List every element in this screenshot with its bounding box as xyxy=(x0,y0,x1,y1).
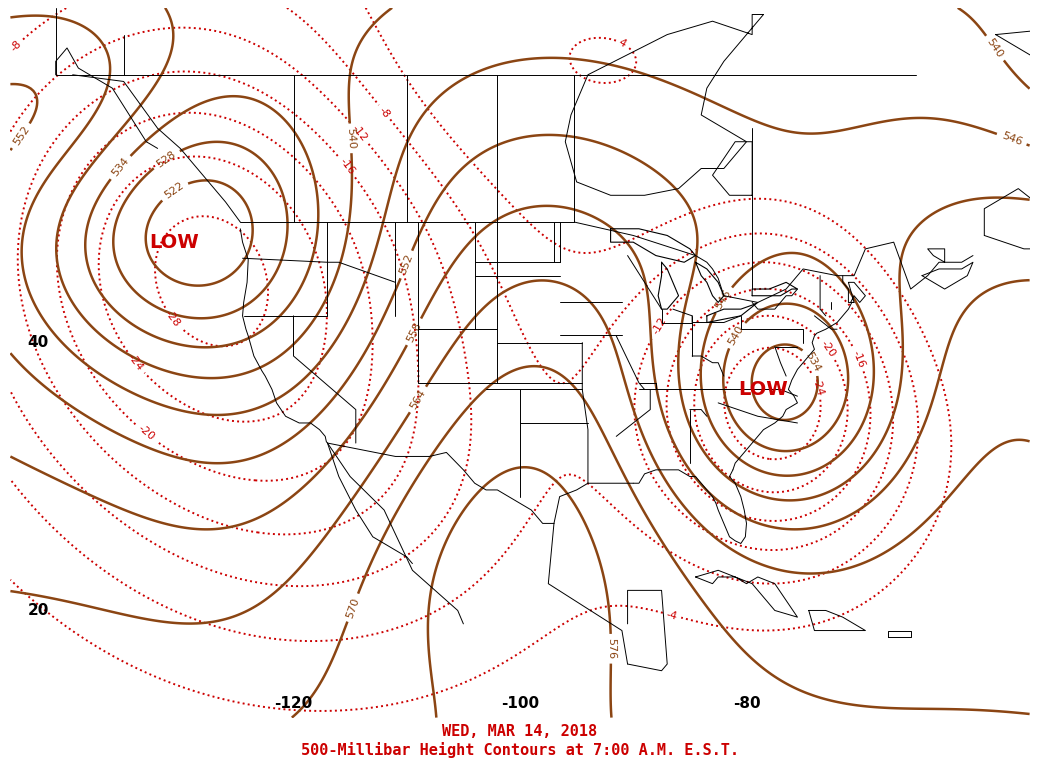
Text: WED, MAR 14, 2018: WED, MAR 14, 2018 xyxy=(442,725,598,739)
Text: -120: -120 xyxy=(275,696,313,711)
Text: -80: -80 xyxy=(732,696,760,711)
Text: 4: 4 xyxy=(617,37,628,49)
Text: -28: -28 xyxy=(163,308,182,329)
Text: LOW: LOW xyxy=(150,232,200,252)
Text: 564: 564 xyxy=(409,388,427,411)
Text: -16: -16 xyxy=(337,157,357,177)
Text: -4: -4 xyxy=(666,609,679,622)
Text: -12: -12 xyxy=(350,123,369,144)
Text: -24: -24 xyxy=(810,377,825,397)
Text: 522: 522 xyxy=(162,180,186,200)
Text: -100: -100 xyxy=(501,696,539,711)
Text: 558: 558 xyxy=(405,320,423,343)
Text: 528: 528 xyxy=(155,149,178,169)
Text: 534: 534 xyxy=(110,156,131,179)
Text: 552: 552 xyxy=(398,253,415,276)
Text: -20: -20 xyxy=(818,339,837,359)
Text: -8: -8 xyxy=(378,105,392,119)
Text: 546: 546 xyxy=(713,288,733,311)
Text: -8: -8 xyxy=(8,38,24,53)
Text: 540: 540 xyxy=(345,128,357,149)
Text: 540: 540 xyxy=(726,323,746,346)
Text: 534: 534 xyxy=(803,350,822,374)
Text: 552: 552 xyxy=(11,125,31,147)
Text: 40: 40 xyxy=(27,335,49,350)
Text: -24: -24 xyxy=(126,353,145,373)
Text: LOW: LOW xyxy=(738,380,788,399)
Text: 570: 570 xyxy=(344,596,361,619)
Text: 576: 576 xyxy=(606,638,616,659)
Text: 500-Millibar Height Contours at 7:00 A.M. E.S.T.: 500-Millibar Height Contours at 7:00 A.M… xyxy=(301,742,739,757)
Text: -16: -16 xyxy=(851,349,867,370)
Text: 546: 546 xyxy=(1000,131,1023,147)
Text: -12: -12 xyxy=(650,315,668,336)
Text: -20: -20 xyxy=(135,424,156,443)
Text: 540: 540 xyxy=(985,37,1005,60)
Text: 20: 20 xyxy=(27,603,49,618)
